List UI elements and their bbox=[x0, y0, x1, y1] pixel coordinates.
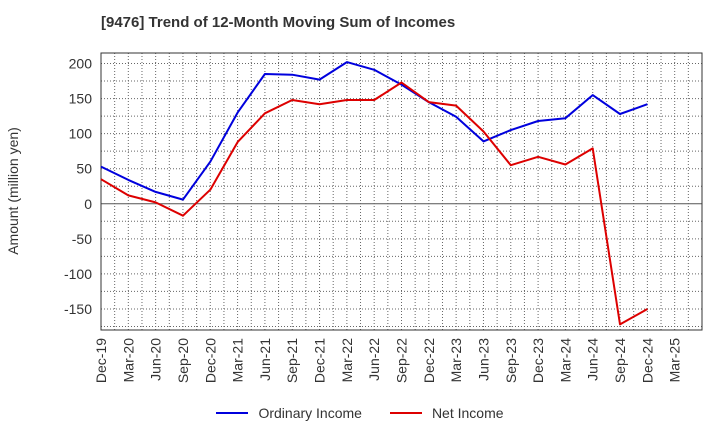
x-tick-label: Sep-24 bbox=[612, 338, 628, 383]
x-tick-label: Jun-20 bbox=[148, 338, 164, 381]
x-tick-label: Dec-23 bbox=[530, 338, 546, 383]
y-tick-label: -50 bbox=[72, 231, 92, 247]
x-tick-label: Sep-20 bbox=[175, 338, 191, 383]
y-tick-label: -150 bbox=[64, 301, 92, 317]
x-tick-label: Dec-22 bbox=[421, 338, 437, 383]
x-tick-label: Mar-24 bbox=[557, 338, 573, 383]
legend-swatch-net-income bbox=[389, 412, 422, 414]
axis-layer bbox=[100, 52, 703, 331]
tick-layer: 200 150 100 50 0 -50 -100 -150 Dec-19 Mar-20 Jun-2… bbox=[64, 56, 683, 384]
y-tick-label: 100 bbox=[69, 126, 93, 142]
series-line-net-income bbox=[100, 81, 648, 326]
x-tick-label: Jun-21 bbox=[257, 338, 273, 381]
y-axis-label: Amount (million yen) bbox=[5, 127, 21, 255]
x-tick-label: Jun-24 bbox=[585, 338, 601, 381]
x-tick-label: Dec-20 bbox=[202, 338, 218, 383]
plot-frame bbox=[100, 52, 703, 331]
x-tick-label: Jun-22 bbox=[366, 338, 382, 381]
chart-legend: Ordinary Income Net Income bbox=[0, 405, 720, 421]
x-tick-label: Jun-23 bbox=[475, 338, 491, 381]
x-tick-label: Mar-20 bbox=[120, 338, 136, 383]
y-tick-label: 0 bbox=[84, 196, 92, 212]
legend-item-net-income: Net Income bbox=[389, 405, 504, 421]
x-tick-label: Mar-25 bbox=[667, 338, 683, 383]
series-layer bbox=[100, 61, 648, 326]
chart-title: [9476] Trend of 12-Month Moving Sum of I… bbox=[101, 14, 456, 31]
legend-swatch-ordinary-income bbox=[216, 412, 249, 414]
x-tick-label: Dec-21 bbox=[312, 338, 328, 383]
grid-layer bbox=[101, 53, 702, 330]
y-tick-label: 50 bbox=[76, 161, 92, 177]
x-tick-label: Mar-23 bbox=[448, 338, 464, 383]
legend-label-net-income: Net Income bbox=[431, 405, 504, 421]
x-tick-label: Sep-22 bbox=[394, 338, 410, 383]
x-tick-label: Mar-22 bbox=[339, 338, 355, 383]
y-tick-label: 150 bbox=[69, 91, 93, 107]
x-tick-label: Mar-21 bbox=[230, 338, 246, 383]
legend-label-ordinary-income: Ordinary Income bbox=[258, 405, 362, 421]
y-tick-label: 200 bbox=[69, 56, 93, 72]
series-line-ordinary-income bbox=[100, 61, 648, 201]
x-tick-label: Dec-24 bbox=[639, 338, 655, 383]
x-tick-label: Sep-21 bbox=[284, 338, 300, 383]
x-tick-label: Sep-23 bbox=[503, 338, 519, 383]
x-tick-label: Dec-19 bbox=[93, 338, 109, 383]
y-tick-label: -100 bbox=[64, 266, 92, 282]
legend-item-ordinary-income: Ordinary Income bbox=[216, 405, 362, 421]
